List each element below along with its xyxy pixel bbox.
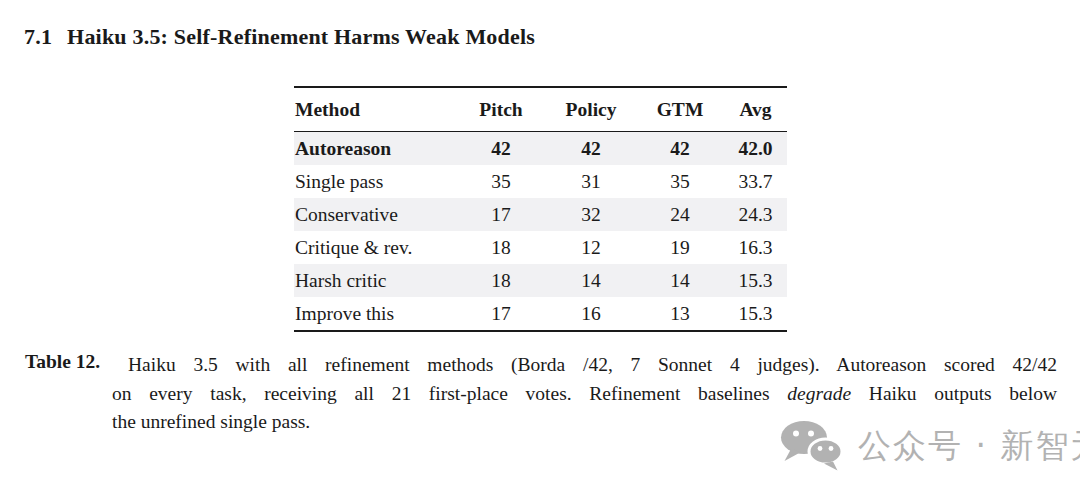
score-cell: 35 — [636, 165, 724, 198]
column-header-pitch: Pitch — [456, 87, 546, 132]
score-cell: 24 — [636, 198, 724, 231]
column-header-avg: Avg — [724, 87, 787, 132]
section-number: 7.1 — [24, 24, 52, 49]
column-header-policy: Policy — [546, 87, 636, 132]
score-cell: 18 — [456, 231, 546, 264]
table-row: Improve this 17 16 13 15.3 — [294, 297, 787, 331]
score-cell: 19 — [636, 231, 724, 264]
method-cell: Improve this — [294, 297, 456, 331]
score-cell: 42.0 — [724, 132, 787, 166]
score-cell: 15.3 — [724, 297, 787, 331]
wechat-icon — [778, 420, 846, 472]
score-cell: 16.3 — [724, 231, 787, 264]
score-cell: 42 — [546, 132, 636, 166]
score-cell: 14 — [636, 264, 724, 297]
column-header-gtm: GTM — [636, 87, 724, 132]
score-cell: 18 — [456, 264, 546, 297]
score-cell: 31 — [546, 165, 636, 198]
method-cell: Harsh critic — [294, 264, 456, 297]
score-cell: 16 — [546, 297, 636, 331]
score-cell: 33.7 — [724, 165, 787, 198]
section-title: Haiku 3.5: Self-Refinement Harms Weak Mo… — [67, 24, 535, 49]
score-cell: 42 — [636, 132, 724, 166]
watermark-text: 公众号 · 新智元 — [858, 424, 1080, 469]
table-row: Harsh critic 18 14 14 15.3 — [294, 264, 787, 297]
watermark: 公众号 · 新智元 — [778, 420, 1080, 472]
score-cell: 12 — [546, 231, 636, 264]
score-cell: 17 — [456, 198, 546, 231]
table-row: Single pass 35 31 35 33.7 — [294, 165, 787, 198]
table-row: Conservative 17 32 24 24.3 — [294, 198, 787, 231]
score-cell: 14 — [546, 264, 636, 297]
caption-emphasis: degrade — [787, 383, 851, 404]
score-cell: 32 — [546, 198, 636, 231]
score-cell: 42 — [456, 132, 546, 166]
caption-line: Haiku 3.5 with all refinement methods (B… — [112, 351, 1057, 380]
caption-line: on every task, receiving all 21 first-pl… — [112, 380, 1057, 409]
score-cell: 13 — [636, 297, 724, 331]
score-cell: 15.3 — [724, 264, 787, 297]
score-cell: 17 — [456, 297, 546, 331]
table-row: Autoreason 42 42 42 42.0 — [294, 132, 787, 166]
table-row: Critique & rev. 18 12 19 16.3 — [294, 231, 787, 264]
results-table: Method Pitch Policy GTM Avg Autoreason 4… — [294, 86, 787, 332]
method-cell: Autoreason — [294, 132, 456, 166]
page: 7.1 Haiku 3.5: Self-Refinement Harms Weak… — [0, 0, 1080, 488]
score-cell: 35 — [456, 165, 546, 198]
table-caption-label: Table 12. — [25, 351, 100, 373]
score-cell: 24.3 — [724, 198, 787, 231]
column-header-method: Method — [294, 87, 456, 132]
method-cell: Conservative — [294, 198, 456, 231]
table-header-row: Method Pitch Policy GTM Avg — [294, 87, 787, 132]
method-cell: Critique & rev. — [294, 231, 456, 264]
method-cell: Single pass — [294, 165, 456, 198]
section-heading: 7.1 Haiku 3.5: Self-Refinement Harms Weak… — [24, 24, 535, 50]
